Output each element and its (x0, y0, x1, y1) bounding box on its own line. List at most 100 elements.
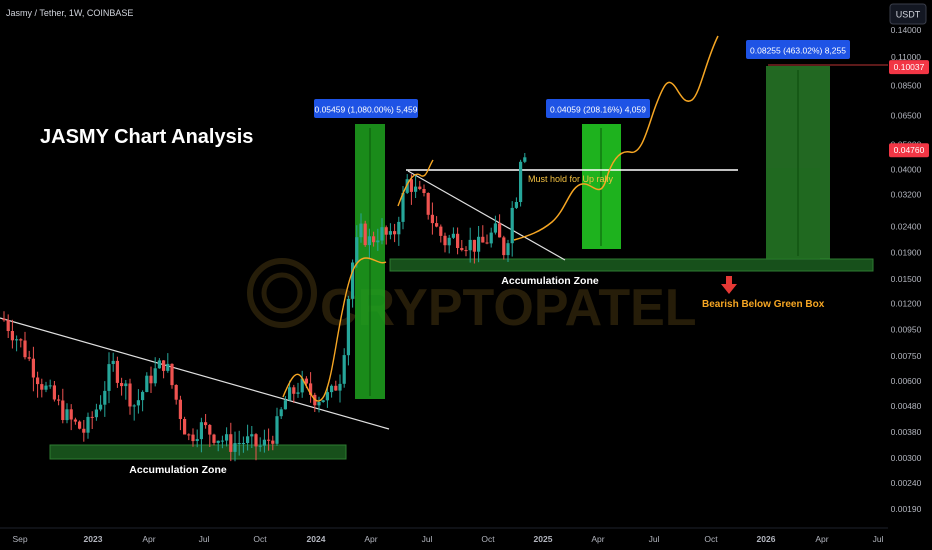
candle-body (283, 400, 287, 410)
candle-body (401, 192, 405, 222)
candle-body (456, 233, 460, 248)
candle-body (78, 421, 82, 429)
candle-body (166, 363, 170, 371)
candle-body (23, 340, 27, 358)
time-tick-label: Apr (364, 534, 377, 544)
measure-label-2[interactable]: 0.04059 (208.16%) 4,059 (546, 99, 650, 118)
candle-body (99, 404, 103, 410)
candle-body (477, 236, 481, 252)
candle-body (246, 436, 250, 443)
time-tick-label: Apr (591, 534, 604, 544)
candle-body (275, 416, 279, 444)
candle-body (237, 443, 241, 444)
accumulation-zone-low[interactable] (49, 444, 347, 460)
price-tick-label: 0.04000 (891, 165, 922, 175)
time-axis[interactable]: Sep 2023 Apr Jul Oct 2024 Apr Jul Oct 2025 Apr Jul O… (12, 534, 883, 544)
candle-body (279, 409, 283, 417)
candlestick-series (2, 153, 527, 462)
price-tick-label: 0.00950 (891, 325, 922, 335)
time-tick-label: Jul (422, 534, 433, 544)
candle-body (107, 364, 111, 391)
measure-label-3[interactable]: 0.08255 (463.02%) 8,255 (746, 40, 850, 59)
candle-body (57, 399, 61, 401)
candle-body (162, 360, 166, 371)
watermark-logo-icon (247, 258, 317, 328)
candle-body (464, 250, 468, 252)
candle-body (271, 440, 275, 444)
candle-body (65, 409, 69, 421)
currency-badge[interactable]: USDT (889, 3, 927, 25)
candle-body (250, 434, 254, 437)
price-tick-label: 0.00750 (891, 351, 922, 361)
candle-body (258, 445, 262, 447)
candle-body (220, 440, 224, 442)
candle-body (187, 434, 191, 436)
svg-text:0.08255 (463.02%) 8,255: 0.08255 (463.02%) 8,255 (750, 46, 846, 56)
trendline-low[interactable] (0, 317, 390, 430)
svg-text:0.05459 (1,080.00%) 5,459: 0.05459 (1,080.00%) 5,459 (314, 105, 417, 115)
candle-body (443, 235, 447, 246)
price-tick-label: 0.02400 (891, 222, 922, 232)
time-tick-label: 2026 (757, 534, 776, 544)
price-marker-label: 0.04760 (894, 145, 925, 155)
chart-title: JASMY Chart Analysis (40, 126, 253, 148)
candle-body (418, 186, 422, 189)
candle-body (195, 439, 199, 441)
candle-body (451, 233, 455, 238)
accumulation-zone-high[interactable] (389, 258, 874, 272)
candle-body (120, 383, 124, 387)
candle-body (254, 434, 258, 447)
trendline-high[interactable] (407, 170, 566, 261)
candle-body (397, 221, 401, 235)
candle-body (321, 400, 325, 402)
candle-body (502, 237, 506, 256)
candle-body (132, 405, 136, 407)
time-tick-label: Apr (815, 534, 828, 544)
time-tick-label: Jul (199, 534, 210, 544)
accumulation-zone-high-label: Accumulation Zone (501, 275, 599, 287)
candle-body (233, 443, 237, 452)
candle-body (31, 358, 35, 378)
candle-body (300, 378, 304, 393)
price-tick-label: 0.00600 (891, 376, 922, 386)
price-tick-label: 0.01900 (891, 248, 922, 258)
candle-body (325, 392, 329, 401)
candle-body (115, 360, 119, 383)
candle-body (44, 385, 48, 390)
price-tick-label: 0.08500 (891, 81, 922, 91)
candle-body (111, 360, 115, 364)
candle-body (393, 231, 397, 235)
candle-body (94, 409, 98, 418)
time-tick-label: 2024 (307, 534, 326, 544)
measure-label-1[interactable]: 0.05459 (1,080.00%) 5,459 (314, 99, 418, 118)
candle-body (90, 416, 94, 418)
candle-body (376, 240, 380, 243)
candle-body (498, 223, 502, 238)
price-axis[interactable]: 0.140000.110000.085000.065000.050000.040… (889, 25, 929, 514)
candle-body (380, 227, 384, 241)
candle-body (145, 375, 149, 392)
candle-body (367, 236, 371, 246)
projection-path-3 (513, 35, 719, 241)
time-tick-label: 2023 (84, 534, 103, 544)
candle-body (435, 223, 439, 227)
time-tick-label: Apr (142, 534, 155, 544)
candle-body (6, 320, 10, 331)
candle-body (384, 227, 388, 235)
candle-body (304, 378, 308, 384)
projection-path-1 (282, 257, 387, 402)
price-tick-label: 0.06500 (891, 111, 922, 121)
candle-body (153, 368, 157, 384)
price-tick-label: 0.01500 (891, 274, 922, 284)
time-tick-label: Sep (12, 534, 27, 544)
candle-body (288, 387, 292, 401)
candle-body (292, 387, 296, 394)
time-tick-label: Oct (481, 534, 495, 544)
candle-body (351, 262, 355, 299)
candle-body (346, 298, 350, 356)
candle-body (523, 157, 527, 162)
price-tick-label: 0.00480 (891, 401, 922, 411)
candle-body (296, 392, 300, 394)
candle-body (103, 390, 107, 405)
